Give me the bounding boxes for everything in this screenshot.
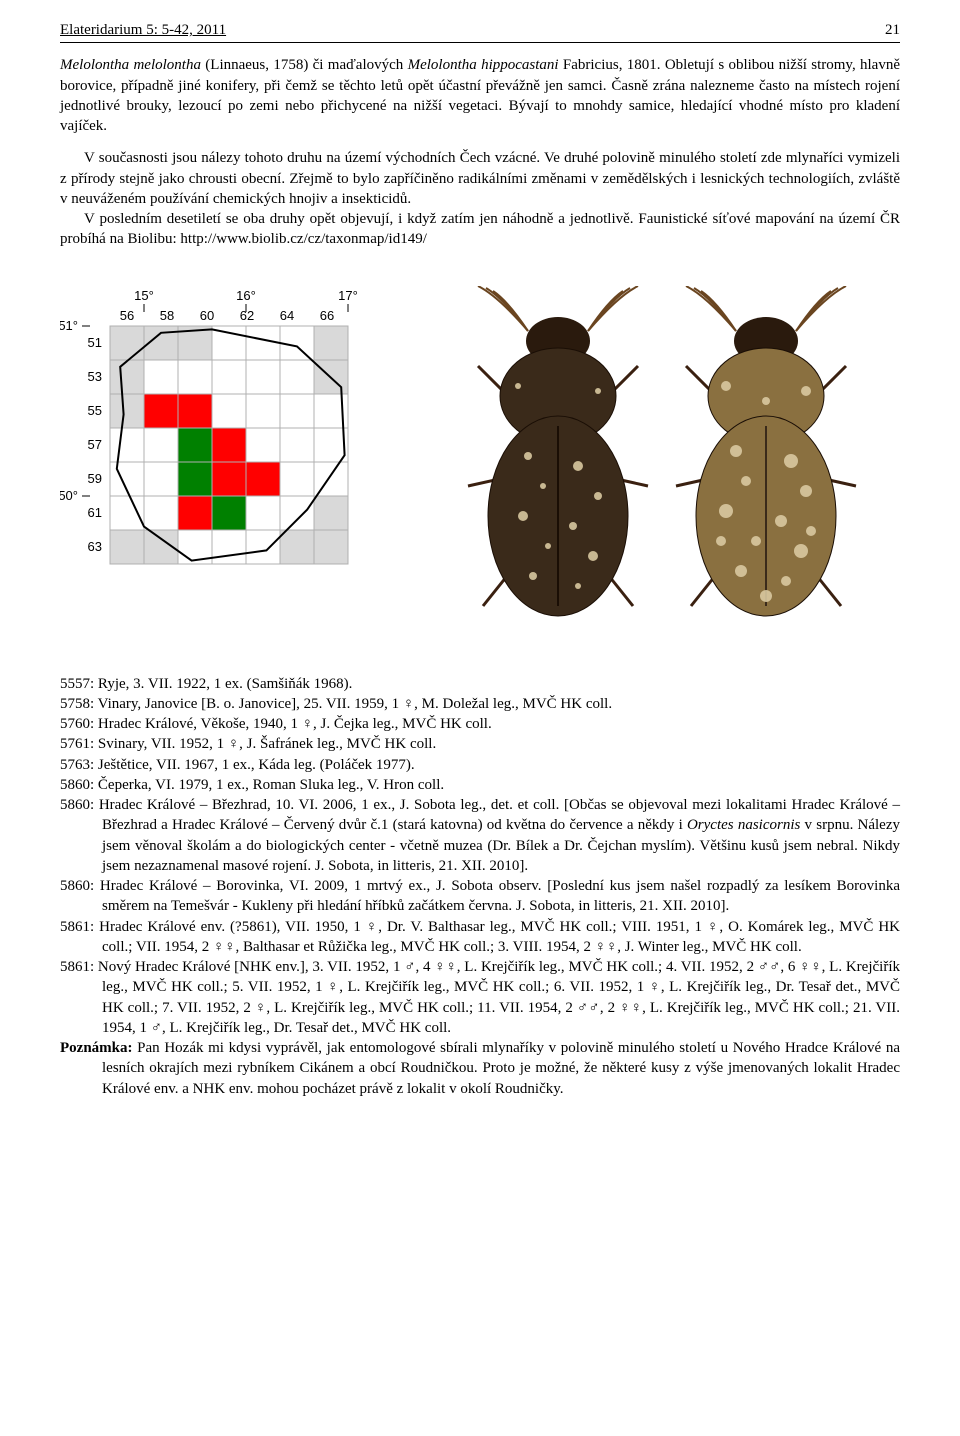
svg-text:57: 57: [88, 437, 102, 452]
svg-text:58: 58: [160, 308, 174, 323]
figures-row: 15° 16° 17° 56 58 60 62 64 66 51° 50° 51 53 55 57 59 61 6…: [60, 286, 900, 626]
svg-text:53: 53: [88, 369, 102, 384]
journal-citation: Elateridarium 5: 5-42, 2011: [60, 20, 226, 40]
record-entry: 5861: Hradec Králové env. (?5861), VII. …: [60, 917, 900, 958]
svg-text:60: 60: [200, 308, 214, 323]
record-entry: 5860: Čeperka, VI. 1979, 1 ex., Roman Sl…: [60, 775, 900, 795]
svg-text:51: 51: [88, 335, 102, 350]
record-note: Poznámka: Pan Hozák mi kdysi vyprávěl, j…: [60, 1038, 900, 1099]
svg-text:16°: 16°: [236, 288, 256, 303]
svg-text:61: 61: [88, 505, 102, 520]
record-entry: 5758: Vinary, Janovice [B. o. Janovice],…: [60, 694, 900, 714]
svg-text:66: 66: [320, 308, 334, 323]
svg-text:17°: 17°: [338, 288, 358, 303]
distribution-grid-map: 15° 16° 17° 56 58 60 62 64 66 51° 50° 51 53 55 57 59 61 6…: [60, 286, 400, 586]
svg-text:55: 55: [88, 403, 102, 418]
record-entry: 5860: Hradec Králové – Borovinka, VI. 20…: [60, 876, 900, 917]
svg-text:62: 62: [240, 308, 254, 323]
record-entry: 5557: Ryje, 3. VII. 1922, 1 ex. (Samšiňá…: [60, 674, 900, 694]
page-number: 21: [885, 20, 900, 40]
record-entry: 5761: Svinary, VII. 1952, 1 ♀, J. Šafrán…: [60, 734, 900, 754]
record-entry: 5763: Ještětice, VII. 1967, 1 ex., Káda …: [60, 755, 900, 775]
record-entry: 5861: Nový Hradec Králové [NHK env.], 3.…: [60, 957, 900, 1038]
svg-text:64: 64: [280, 308, 294, 323]
intro-paragraph-1: Melolontha melolontha (Linnaeus, 1758) č…: [60, 55, 900, 136]
beetle-dark: [458, 286, 658, 626]
svg-text:63: 63: [88, 539, 102, 554]
record-entry: 5860: Hradec Králové – Březhrad, 10. VI.…: [60, 795, 900, 876]
beetle-illustrations: [424, 286, 900, 626]
record-entry: 5760: Hradec Králové, Věkoše, 1940, 1 ♀,…: [60, 714, 900, 734]
note-label: Poznámka:: [60, 1040, 133, 1056]
intro-paragraph-3: V posledním desetiletí se oba druhy opět…: [60, 209, 900, 250]
svg-text:59: 59: [88, 471, 102, 486]
svg-text:15°: 15°: [134, 288, 154, 303]
svg-text:56: 56: [120, 308, 134, 323]
svg-text:51°: 51°: [60, 318, 78, 333]
intro-paragraph-2: V současnosti jsou nálezy tohoto druhu n…: [60, 148, 900, 209]
record-list: 5557: Ryje, 3. VII. 1922, 1 ex. (Samšiňá…: [60, 674, 900, 1099]
running-header: Elateridarium 5: 5-42, 2011 21: [60, 20, 900, 43]
svg-text:50°: 50°: [60, 488, 78, 503]
beetle-light: [666, 286, 866, 626]
